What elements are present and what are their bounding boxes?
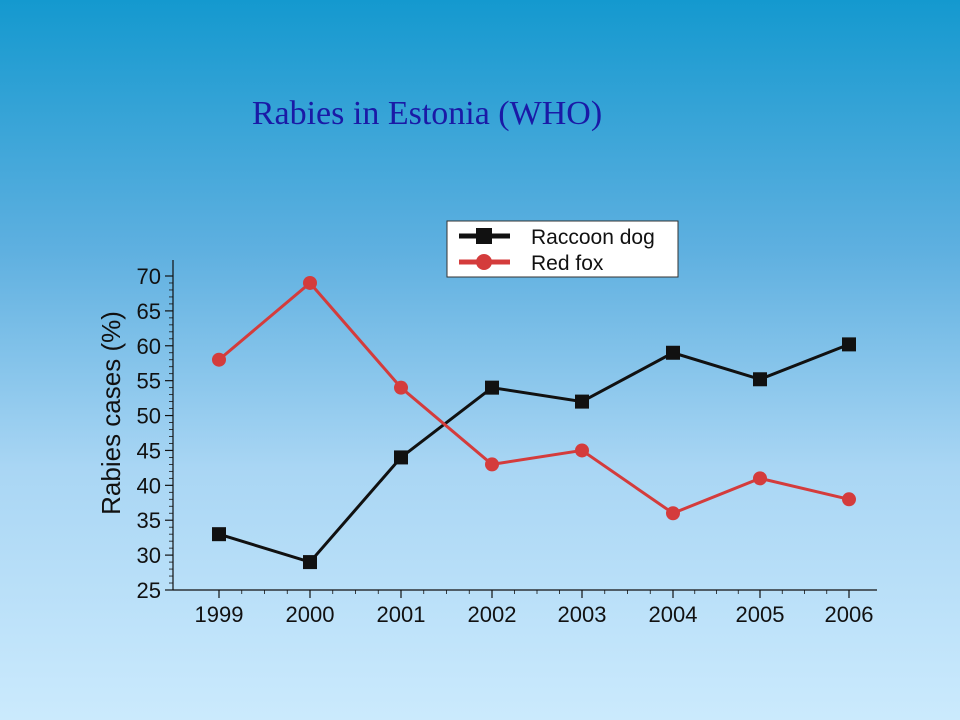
data-point	[303, 555, 317, 570]
axes: 25 30 35 40 45 50 55 60 65 70 1999 2000 2001 2002 2003…	[137, 260, 877, 627]
y-tick-label: 55	[137, 369, 161, 394]
legend-label: Red fox	[531, 252, 604, 275]
data-point	[485, 380, 499, 395]
data-point	[394, 380, 408, 395]
series-red-fox	[212, 275, 856, 521]
x-tick-label: 2006	[825, 602, 874, 627]
series-line	[218, 280, 850, 515]
x-tick-label: 1999	[195, 602, 244, 627]
data-point	[575, 394, 589, 409]
x-tick-label: 2003	[558, 602, 607, 627]
x-tick-label: 2001	[377, 602, 426, 627]
y-tick-label: 70	[137, 264, 161, 289]
legend: Raccoon dog Red fox	[446, 220, 679, 278]
data-point	[212, 527, 226, 542]
y-tick-label: 40	[137, 473, 161, 498]
y-tick-label: 35	[137, 508, 161, 533]
data-point	[303, 275, 317, 290]
data-point	[485, 457, 499, 472]
x-tick-label: 2000	[286, 602, 335, 627]
series-raccoon-dog	[212, 337, 856, 570]
legend-label: Raccoon dog	[531, 226, 655, 249]
data-point	[394, 450, 408, 465]
data-point	[666, 345, 680, 360]
series-layer	[212, 275, 856, 570]
y-tick-label: 45	[137, 438, 161, 463]
legend-marker	[476, 254, 492, 270]
y-axis-label: Rabies cases (%)	[96, 311, 126, 515]
x-tick-label: 2005	[736, 602, 785, 627]
y-tick-label: 30	[137, 543, 161, 568]
chart-title: Rabies in Estonia (WHO)	[252, 95, 602, 132]
data-point	[575, 443, 589, 458]
series-line	[218, 342, 850, 564]
x-tick-label: 2004	[649, 602, 698, 627]
data-point	[753, 372, 767, 387]
data-point	[842, 337, 856, 352]
y-tick-label: 65	[137, 299, 161, 324]
data-point	[666, 506, 680, 521]
y-tick-label: 60	[137, 334, 161, 359]
legend-marker	[476, 228, 492, 244]
y-tick-label: 25	[137, 578, 161, 603]
data-point	[212, 352, 226, 367]
data-point	[753, 471, 767, 486]
y-tick-label: 50	[137, 404, 161, 429]
data-point	[842, 492, 856, 507]
x-tick-label: 2002	[468, 602, 517, 627]
